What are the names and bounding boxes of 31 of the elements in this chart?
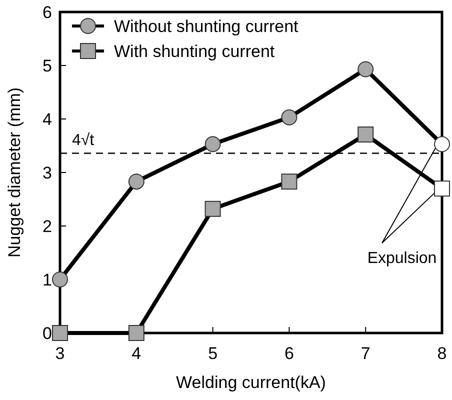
x-axis-title: Welding current(kA) <box>176 373 326 392</box>
ref-line-label: 4√t <box>72 132 95 150</box>
x-tick-label: 5 <box>208 344 218 363</box>
point <box>434 136 450 152</box>
y-tick-label: 2 <box>42 217 52 236</box>
point <box>52 325 68 341</box>
point <box>434 180 450 197</box>
point <box>52 272 68 288</box>
y-tick-label: 6 <box>42 3 52 22</box>
point <box>204 136 221 152</box>
legend-label: With shunting current <box>114 42 275 61</box>
y-tick-label: 0 <box>42 324 52 343</box>
y-tick-label: 5 <box>42 56 52 76</box>
y-tick-label: 4 <box>42 110 52 129</box>
point <box>358 61 374 78</box>
point <box>281 174 298 190</box>
x-tick-label: 8 <box>437 344 447 363</box>
point <box>128 325 144 341</box>
annotation: Expulsion <box>367 250 437 267</box>
point <box>128 174 144 190</box>
x-tick-label: 6 <box>284 344 294 363</box>
y-tick-label: 3 <box>42 164 52 182</box>
point <box>358 126 374 143</box>
x-tick-label: 3 <box>55 344 65 363</box>
x-tick-label: 7 <box>360 344 370 363</box>
y-tick-label: 1 <box>42 270 52 290</box>
x-tick-label: 4 <box>132 344 142 363</box>
point <box>204 200 221 217</box>
point <box>281 109 298 126</box>
legend-label: Without shunting current <box>114 17 299 36</box>
y-axis-title: Nugget diameter (mm) <box>5 87 24 258</box>
